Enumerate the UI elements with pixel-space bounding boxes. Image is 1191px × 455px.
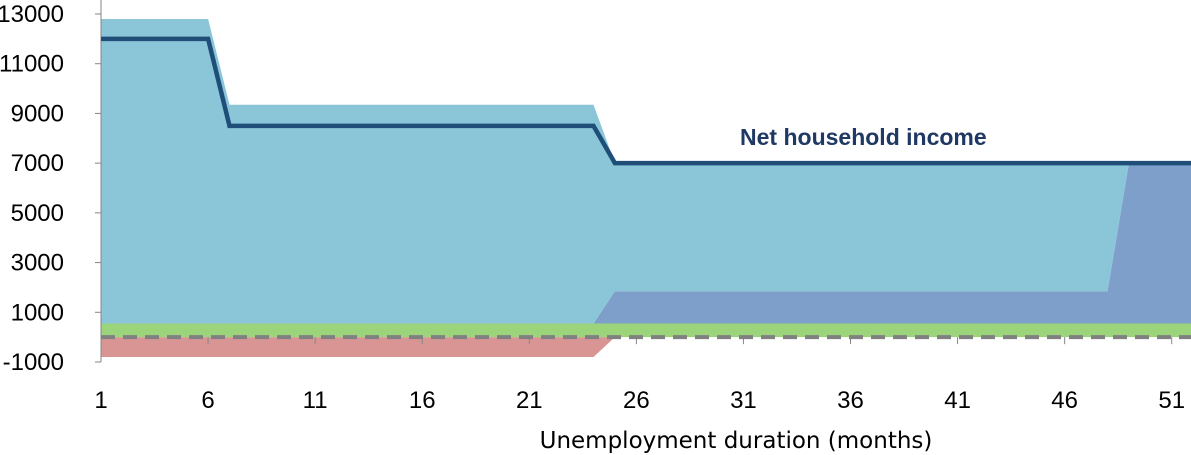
- x-tick-label: 36: [837, 387, 864, 414]
- x-tick-label: 31: [730, 387, 757, 414]
- series-label-net-household-income: Net household income: [740, 124, 987, 150]
- y-tick-label: 9000: [11, 100, 64, 127]
- x-tick-label: 26: [623, 387, 650, 414]
- x-tick-label: 21: [516, 387, 543, 414]
- x-axis-label: Unemployment duration (months): [540, 428, 933, 454]
- x-ticks: 1 6 11 16 21 26 31 36 41 46 51: [94, 337, 1185, 414]
- x-tick-label: 16: [409, 387, 436, 414]
- y-tick-label: 13000: [0, 1, 64, 28]
- area-band-2: [593, 163, 1191, 324]
- x-tick-label: 11: [303, 387, 328, 414]
- x-tick-label: 1: [94, 387, 107, 414]
- chart-lines: [101, 36, 1191, 166]
- x-tick-label: 51: [1158, 387, 1185, 414]
- x-tick-label: 41: [944, 387, 971, 414]
- series-line-net-household-income: [101, 36, 1191, 166]
- area-band-3: [101, 19, 1129, 324]
- y-tick-label: 1000: [11, 299, 64, 326]
- area-band-0: [101, 337, 1191, 357]
- y-tick-label: 5000: [11, 200, 64, 227]
- x-tick-label: 46: [1051, 387, 1078, 414]
- area-band-1: [101, 323, 1191, 338]
- x-tick-label: 6: [201, 387, 214, 414]
- y-tick-label: -1000: [3, 349, 64, 376]
- y-tick-label: 7000: [11, 150, 64, 177]
- chart-areas: [101, 19, 1191, 357]
- y-tick-label: 11000: [0, 51, 64, 78]
- y-tick-label: 3000: [11, 250, 64, 277]
- y-ticks: -1000 1000 3000 5000 7000 9000 11000 13000: [0, 1, 101, 376]
